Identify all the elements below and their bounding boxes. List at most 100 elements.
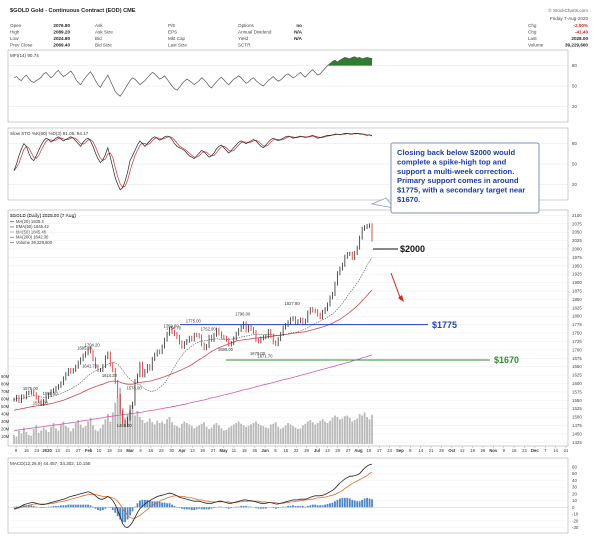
volume-bar (166, 419, 168, 444)
macd-histogram-bar (363, 498, 366, 508)
macd-histogram-bar (358, 501, 361, 508)
date-tick-label: 27 (211, 448, 216, 453)
macd-histogram-bar (188, 507, 191, 510)
mfi-line (13, 56, 373, 97)
macd-histogram-bar (371, 499, 373, 508)
volume-bar (72, 428, 75, 444)
date-tick-label: 16 (24, 448, 29, 453)
macd-histogram-bar (141, 499, 144, 508)
macd-histogram-bar (324, 504, 326, 508)
macd-histogram-bar (341, 497, 344, 508)
macd-tick-label: 50 (572, 471, 577, 476)
price-tick-label: 1775 (572, 322, 582, 327)
quote-value: 2028.00 (571, 36, 588, 41)
price-tick-label: 1900 (572, 280, 582, 285)
macd-histogram-bar (15, 506, 18, 508)
date-axis: 9 16 23 2020 13 21 27 Feb 10 18 24 Mar 9 16 23 30 Apr 13 2… (15, 446, 569, 453)
date-tick-label: 9 (503, 448, 506, 453)
macd-histogram-bar (274, 507, 277, 509)
quote-label: Prev Close (10, 43, 33, 48)
volume-bar (368, 419, 371, 444)
macd-histogram-bar (319, 505, 322, 508)
date-tick-label: 21 (564, 448, 569, 453)
date-tick-label: 8 (274, 448, 277, 453)
callout-text-line: Primary support comes in around (397, 176, 519, 185)
macd-histogram-bar (158, 501, 161, 508)
date-tick-label: May (219, 448, 228, 453)
price-value-label: 1827.80 (285, 301, 301, 306)
date-tick-label: 13 (325, 448, 330, 453)
date-tick-label: 8 (409, 448, 412, 453)
commentary-callout: Closing back below $2000 would complete a… (370, 142, 540, 214)
volume-bar (45, 429, 47, 444)
date-tick-label: 30 (169, 448, 174, 453)
volume-bar (227, 427, 230, 444)
volume-bar (141, 420, 144, 444)
volume-bar (237, 421, 240, 444)
volume-bar (240, 423, 243, 444)
macd-histogram-bar (163, 502, 166, 508)
date-tick-label: 21 (66, 448, 71, 453)
macd-histogram-bar (101, 507, 104, 511)
quote-label: Low (10, 36, 19, 41)
date-tick-label: Feb (85, 448, 93, 453)
volume-bar (183, 421, 186, 444)
price-tick-label: 1575 (572, 389, 582, 394)
quote-label: Bid (95, 36, 102, 41)
volume-bar (297, 429, 299, 444)
volume-bar (30, 435, 33, 444)
quotes-mid3: Options no Annual Dividend N/A Yield N/A SCTR (238, 23, 303, 48)
macd-panel: MACD(12,26,9) 44.457, 34.302, 10.155 60 5… (7, 457, 579, 534)
volume-bar (213, 424, 215, 444)
volume-bar (121, 408, 124, 444)
callout-text-line: complete a spike-high top and (397, 157, 507, 166)
macd-histogram-bar (104, 507, 107, 509)
volume-bar (230, 426, 233, 444)
volume-bar (35, 425, 38, 444)
volume-bar (371, 414, 373, 444)
price-value-label: 1576.00 (127, 386, 143, 391)
volume-bar (153, 424, 156, 444)
legend-entry: EMA(50) 1845.42 (16, 224, 49, 229)
price-value-label: 1465.00 (117, 423, 133, 428)
price-panel: $GOLD (Daily) 2028.00 (7 Aug) MA(20) 193… (1, 209, 582, 447)
macd-histogram-bar (361, 499, 364, 508)
quote-value: 2089.20 (53, 30, 70, 35)
price-bars (13, 223, 373, 427)
volume-bar (257, 423, 260, 444)
date-tick-label: 27 (76, 448, 81, 453)
price-tick-label: 2050 (572, 230, 582, 235)
price-tick-label: 1675 (572, 356, 582, 361)
date-tick-label: 20 (200, 448, 205, 453)
macd-tick-label: 60 (572, 464, 577, 469)
price-value-label: 1559.50 (43, 391, 59, 396)
price-tick-label: 1600 (572, 381, 582, 386)
callout-text-line: Closing back below $2000 would (397, 148, 516, 157)
macd-histogram-bar (311, 504, 314, 508)
support-level-label: $2000 (400, 244, 425, 254)
volume-bar (353, 420, 356, 444)
volume-bar (262, 426, 265, 444)
volume-tick-label: 10M (1, 434, 10, 439)
volume-bar (336, 417, 339, 444)
volume-bar (198, 425, 201, 444)
date-tick-label: 9 (139, 448, 142, 453)
volume-bar (171, 422, 173, 444)
volume-bar (52, 423, 55, 444)
macd-histogram-bar (277, 507, 280, 509)
volume-bar (321, 419, 324, 444)
volume-bars (13, 387, 373, 444)
macd-histogram-bar (287, 505, 289, 508)
callout-text: Closing back below $2000 would complete a… (397, 148, 525, 204)
macd-histogram-bar (306, 505, 309, 508)
price-value-label: 1695.00 (77, 346, 93, 351)
macd-histogram-bar (292, 505, 294, 508)
macd-histogram-bar (173, 505, 176, 508)
callout-text-line: $1775, with a secondary target near (397, 186, 525, 195)
quote-label: Bid Size (95, 43, 112, 48)
date-tick-label: 13 (190, 448, 195, 453)
quote-label: Options (238, 23, 255, 28)
volume-bar (136, 411, 139, 444)
macd-histogram-bar (180, 507, 183, 509)
macd-histogram-bar (294, 505, 297, 508)
